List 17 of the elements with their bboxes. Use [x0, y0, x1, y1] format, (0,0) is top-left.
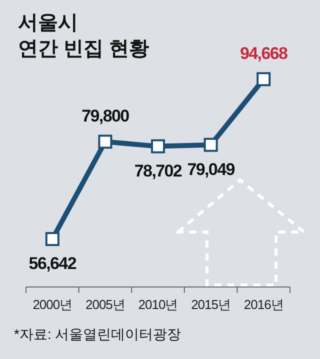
data-label: 79,049 [187, 160, 235, 179]
data-label: 56,642 [28, 254, 76, 274]
x-tick-label: 2015년 [191, 297, 231, 312]
x-tick-label: 2016년 [244, 297, 284, 312]
chart-title: 서울시 연간 빈집 현황 [18, 11, 150, 62]
x-tick-label: 2005년 [85, 297, 125, 312]
data-label: 94,668 [240, 44, 288, 64]
point [45, 232, 60, 246]
x-tick-label: 2000년 [32, 297, 72, 312]
point [98, 134, 112, 149]
point [256, 72, 271, 86]
data-label: 79,800 [82, 106, 130, 126]
text: *자료: 서울열린데이터광장 [14, 326, 182, 344]
x-tick-label: 2010년 [138, 297, 178, 312]
point [204, 138, 218, 152]
data-label: 78,702 [134, 161, 182, 180]
point [151, 139, 165, 154]
